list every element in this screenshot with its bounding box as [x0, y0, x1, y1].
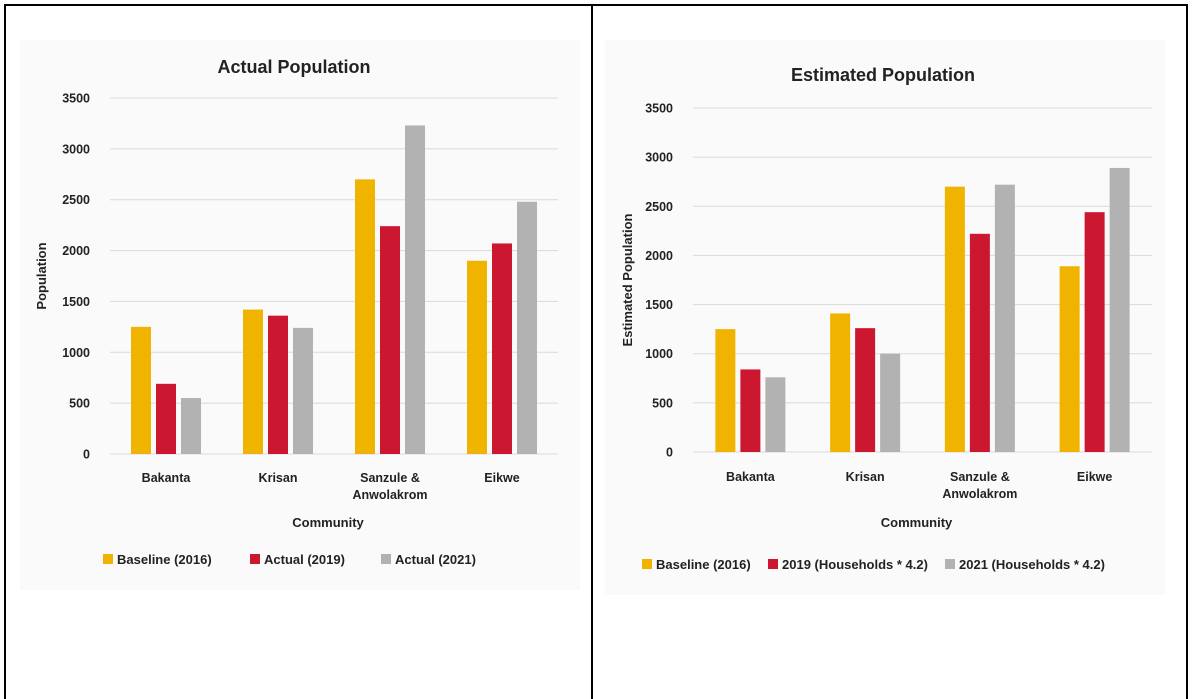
legend-swatch — [250, 554, 260, 564]
bar-2019-households-4-2--2 — [969, 233, 990, 452]
table-border-right — [1186, 4, 1188, 699]
bar-baseline-2016--3 — [467, 260, 487, 454]
legend-label: Actual (2021) — [395, 552, 476, 567]
chart-title: Actual Population — [218, 57, 371, 77]
bar-baseline-2016--2 — [944, 186, 965, 452]
bar-2019-households-4-2--3 — [1084, 212, 1105, 452]
x-axis-label: Community — [881, 515, 953, 530]
bar-baseline-2016--1 — [243, 309, 263, 454]
y-axis-label: Estimated Population — [620, 213, 635, 346]
x-tick-label: Eikwe — [484, 471, 519, 485]
y-axis-label: Population — [34, 242, 49, 309]
legend-label: 2019 (Households * 4.2) — [782, 557, 928, 572]
bar-baseline-2016--1 — [830, 313, 851, 452]
y-tick-label: 2000 — [62, 244, 90, 258]
bar-actual-2019--2 — [380, 226, 400, 454]
x-tick-label: Krisan — [259, 471, 298, 485]
y-tick-label: 500 — [652, 396, 673, 410]
table-border-top — [4, 4, 1188, 6]
x-tick-label: Bakanta — [726, 470, 776, 484]
bar-2021-households-4-2--2 — [994, 184, 1015, 453]
chart-1: Actual Population 0 500 1000 1500 2000 2500 300… — [20, 40, 580, 590]
bar-baseline-2016--0 — [131, 326, 151, 454]
bar-baseline-2016--3 — [1059, 266, 1080, 452]
legend-label: 2021 (Households * 4.2) — [959, 557, 1105, 572]
bar-actual-2021--3 — [517, 201, 537, 454]
bar-actual-2021--2 — [405, 125, 425, 454]
bar-2021-households-4-2--0 — [765, 377, 786, 452]
x-tick-label: Eikwe — [1077, 470, 1112, 484]
y-tick-label: 2500 — [645, 200, 673, 214]
x-tick-label: Krisan — [846, 470, 885, 484]
bar-actual-2019--3 — [492, 243, 512, 454]
bar-actual-2019--0 — [156, 383, 176, 454]
y-tick-label: 0 — [666, 446, 673, 460]
legend-swatch — [642, 559, 652, 569]
y-tick-label: 2000 — [645, 249, 673, 263]
y-tick-label: 1500 — [645, 298, 673, 312]
x-tick-label: Anwolakrom — [942, 487, 1017, 501]
x-axis-label: Community — [292, 515, 364, 530]
x-tick-label: Bakanta — [142, 471, 192, 485]
y-tick-label: 0 — [83, 448, 90, 462]
y-tick-label: 3000 — [62, 142, 90, 156]
x-tick-label: Anwolakrom — [352, 488, 427, 502]
y-tick-label: 1000 — [62, 346, 90, 360]
table-border-left — [4, 4, 6, 699]
bar-actual-2021--0 — [181, 398, 201, 454]
y-tick-label: 3500 — [62, 92, 90, 106]
legend-label: Actual (2019) — [264, 552, 345, 567]
legend-swatch — [381, 554, 391, 564]
x-tick-label: Sanzule & — [950, 470, 1010, 484]
bar-2019-households-4-2--1 — [855, 328, 876, 452]
y-tick-label: 1500 — [62, 295, 90, 309]
y-tick-label: 3500 — [645, 102, 673, 116]
bar-baseline-2016--0 — [715, 329, 736, 452]
bar-actual-2019--1 — [268, 315, 288, 454]
bar-2019-households-4-2--0 — [740, 369, 761, 452]
bar-actual-2021--1 — [293, 327, 313, 454]
x-tick-label: Sanzule & — [360, 471, 420, 485]
bar-baseline-2016--2 — [355, 179, 375, 454]
y-tick-label: 2500 — [62, 193, 90, 207]
chart-background — [605, 40, 1165, 595]
chart-2: Estimated Population 0 500 1000 1500 2000 2500… — [605, 40, 1165, 595]
legend-swatch — [768, 559, 778, 569]
y-tick-label: 1000 — [645, 347, 673, 361]
legend-swatch — [945, 559, 955, 569]
legend-label: Baseline (2016) — [656, 557, 751, 572]
chart-title: Estimated Population — [791, 65, 975, 85]
bar-2021-households-4-2--1 — [880, 353, 901, 452]
table-border-middle — [591, 4, 593, 699]
y-tick-label: 500 — [69, 397, 90, 411]
legend-swatch — [103, 554, 113, 564]
bar-2021-households-4-2--3 — [1109, 167, 1130, 452]
y-tick-label: 3000 — [645, 151, 673, 165]
legend-label: Baseline (2016) — [117, 552, 212, 567]
